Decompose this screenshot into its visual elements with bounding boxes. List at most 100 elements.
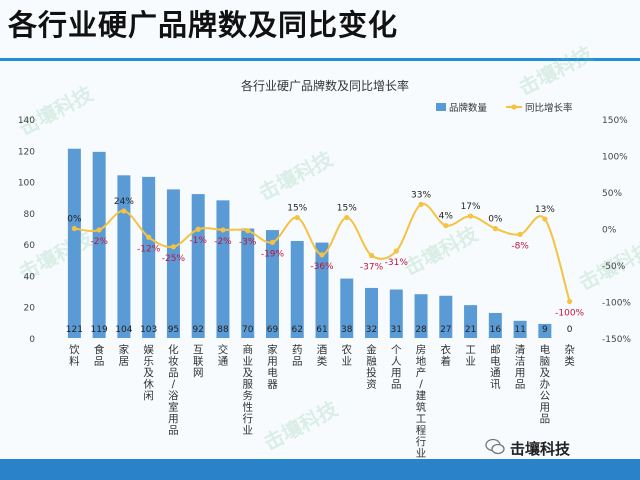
growth-point xyxy=(269,239,276,245)
x-tick-label: 化妆品/浴室用品 xyxy=(168,343,179,437)
legend: 品牌数量 同比增长率 xyxy=(436,102,573,114)
bar-value-label: 31 xyxy=(391,325,402,335)
growth-label: -31% xyxy=(385,258,409,268)
bar-value-label: 62 xyxy=(292,325,303,335)
growth-label: -25% xyxy=(162,254,186,264)
bar xyxy=(166,189,180,338)
bar xyxy=(315,242,329,338)
growth-point xyxy=(121,208,127,214)
x-tick-label: 个人用品 xyxy=(391,344,402,391)
y-tick-label: 60 xyxy=(24,241,36,251)
x-tick-label: 交通 xyxy=(218,343,229,368)
growth-label: -12% xyxy=(137,244,161,254)
legend-swatch-bar xyxy=(436,103,446,111)
x-tick-label: 商业及服务性行业 xyxy=(242,343,253,437)
y2-tick-label: 50% xyxy=(602,189,622,199)
x-tick-label: 食品 xyxy=(94,343,105,368)
growth-point xyxy=(542,216,548,222)
bar-value-label: 88 xyxy=(217,325,229,335)
growth-point xyxy=(368,252,375,259)
bar-value-label: 95 xyxy=(168,325,179,335)
bar-value-label: 9 xyxy=(542,325,548,335)
growth-label: -37% xyxy=(360,263,384,273)
chart-title: 各行业硬广品牌数及同比增长率 xyxy=(241,78,409,93)
bar-value-label: 27 xyxy=(440,325,451,335)
x-tick-label: 工业 xyxy=(465,344,476,368)
growth-label: -1% xyxy=(189,236,207,246)
legend-label-bar: 品牌数量 xyxy=(449,102,488,114)
bar xyxy=(488,312,502,338)
bar xyxy=(538,323,552,338)
bar xyxy=(117,175,131,338)
y-tick-label: 100 xyxy=(18,179,35,189)
growth-point xyxy=(467,213,474,219)
y2-tick-label: 100% xyxy=(602,153,628,163)
growth-point xyxy=(344,214,350,221)
x-tick-label: 金融投资 xyxy=(366,343,377,391)
growth-point xyxy=(96,227,102,233)
growth-point xyxy=(443,222,449,229)
x-tick-label: 清洁用品 xyxy=(515,343,526,391)
y-tick-label: 80 xyxy=(24,210,36,220)
growth-label: -2% xyxy=(90,237,108,247)
bottom-bar xyxy=(0,459,640,480)
bar-value-label: 121 xyxy=(66,325,83,335)
growth-label: 15% xyxy=(337,204,357,214)
x-tick-label: 饮料 xyxy=(69,343,80,368)
growth-point xyxy=(393,248,399,254)
y2-tick-label: -50% xyxy=(602,262,626,272)
wechat-icon xyxy=(485,438,505,455)
bar xyxy=(142,176,156,338)
bar xyxy=(191,194,205,338)
x-tick-label: 互联网 xyxy=(193,344,204,379)
growth-point xyxy=(195,226,201,232)
growth-label: -36% xyxy=(310,262,334,272)
y-tick-label: 20 xyxy=(24,304,36,314)
x-tick-label: 家居 xyxy=(119,343,130,368)
y2-tick-label: -150% xyxy=(602,335,631,345)
growth-point xyxy=(170,244,177,250)
x-tick-label: 杂类 xyxy=(564,344,575,368)
growth-label: 15% xyxy=(287,204,307,214)
growth-label: -2% xyxy=(214,237,232,247)
y2-tick-label: 0% xyxy=(602,226,617,236)
bar-value-label: 28 xyxy=(415,325,427,335)
growth-label: -100% xyxy=(555,309,584,319)
x-tick-label: 农业 xyxy=(342,343,353,368)
y-tick-label: 140 xyxy=(18,116,35,126)
y2-tick-label: 150% xyxy=(602,116,628,126)
x-tick-label: 邮电通讯 xyxy=(490,343,501,391)
bar xyxy=(389,289,403,338)
bar xyxy=(216,200,230,338)
growth-point xyxy=(517,231,523,237)
x-tick-label: 电脑及办公用品 xyxy=(540,343,551,425)
growth-label: 4% xyxy=(439,212,454,222)
growth-point xyxy=(319,252,325,258)
x-tick-label: 衣着 xyxy=(441,343,452,368)
growth-label: 13% xyxy=(535,205,555,215)
bar xyxy=(365,287,379,338)
bar-value-label: 92 xyxy=(192,325,203,335)
growth-point xyxy=(146,234,152,240)
bar xyxy=(439,295,453,338)
bar-value-label: 104 xyxy=(115,325,132,335)
title-rule xyxy=(0,58,640,61)
growth-point xyxy=(294,214,300,221)
bar-value-label: 0 xyxy=(567,325,573,335)
bar-value-label: 16 xyxy=(490,325,502,335)
bar-value-label: 61 xyxy=(316,325,327,335)
bar-value-label: 70 xyxy=(242,325,254,335)
y-tick-label: 120 xyxy=(18,147,35,157)
growth-label: 33% xyxy=(411,190,431,200)
bar-value-label: 103 xyxy=(140,325,157,335)
x-tick-label: 酒类 xyxy=(317,343,328,368)
bar xyxy=(92,151,106,338)
x-tick-label: 药品 xyxy=(292,344,303,368)
growth-label: -3% xyxy=(239,238,257,248)
bar-value-label: 11 xyxy=(514,325,525,335)
y-axis-right: -150% -100% -50% 0% 50% 100% 150% xyxy=(602,116,631,345)
x-tick-label: 家用电器 xyxy=(267,343,278,391)
x-tick-label: 房地产/建筑工程行业 xyxy=(416,343,427,460)
